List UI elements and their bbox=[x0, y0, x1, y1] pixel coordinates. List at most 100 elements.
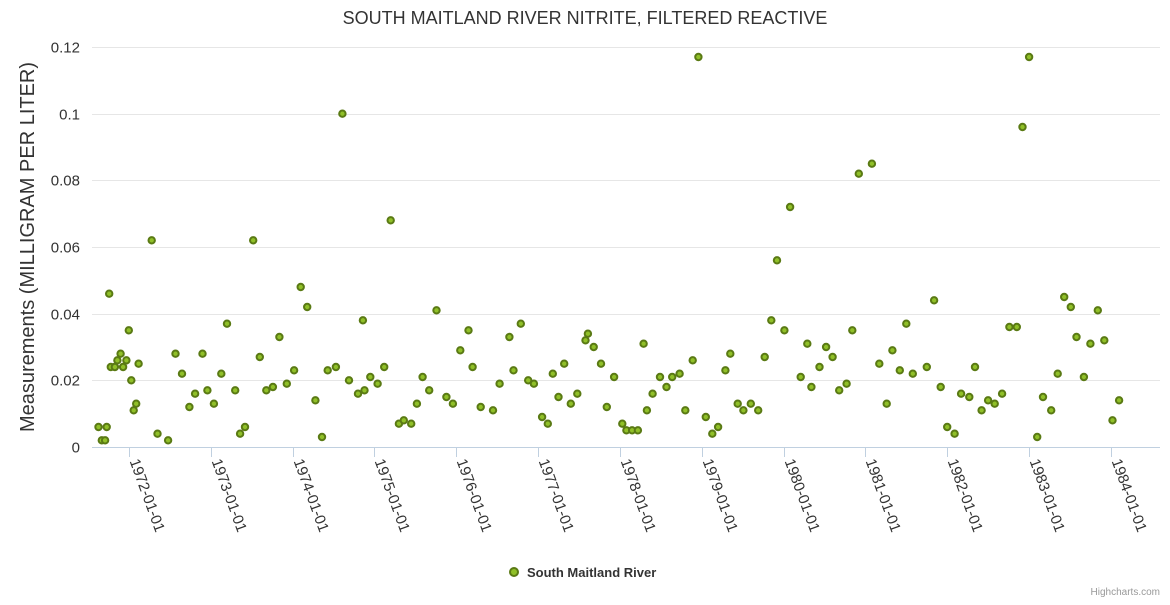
data-point[interactable] bbox=[432, 306, 441, 315]
data-point[interactable] bbox=[543, 419, 552, 428]
data-point[interactable] bbox=[185, 402, 194, 412]
data-point[interactable] bbox=[464, 326, 473, 335]
data-point[interactable] bbox=[275, 332, 284, 342]
data-point[interactable] bbox=[249, 236, 258, 245]
data-point[interactable] bbox=[796, 372, 805, 382]
data-point[interactable] bbox=[828, 352, 837, 362]
data-point[interactable] bbox=[323, 366, 332, 375]
data-point[interactable] bbox=[721, 366, 730, 375]
data-point[interactable] bbox=[908, 369, 917, 378]
data-point[interactable] bbox=[1086, 339, 1095, 348]
data-point[interactable] bbox=[1072, 332, 1081, 342]
data-point[interactable] bbox=[618, 419, 627, 428]
data-point[interactable] bbox=[124, 326, 134, 335]
data-point[interactable] bbox=[1100, 336, 1109, 345]
data-point[interactable] bbox=[902, 319, 911, 328]
data-point[interactable] bbox=[1038, 392, 1048, 402]
data-point[interactable] bbox=[888, 346, 897, 355]
data-point[interactable] bbox=[153, 429, 162, 438]
data-point[interactable] bbox=[675, 369, 684, 378]
data-point[interactable] bbox=[222, 319, 232, 328]
data-point[interactable] bbox=[255, 352, 264, 362]
data-point[interactable] bbox=[360, 386, 369, 395]
data-point[interactable] bbox=[733, 399, 742, 408]
data-point[interactable] bbox=[1047, 406, 1056, 415]
data-point[interactable] bbox=[380, 362, 389, 372]
data-point[interactable] bbox=[163, 436, 173, 445]
data-point[interactable] bbox=[338, 109, 347, 118]
data-point[interactable] bbox=[977, 406, 986, 415]
data-point[interactable] bbox=[516, 319, 525, 328]
data-point[interactable] bbox=[609, 372, 619, 382]
data-point[interactable] bbox=[113, 356, 122, 365]
data-point[interactable] bbox=[529, 379, 539, 388]
data-point[interactable] bbox=[821, 342, 831, 352]
data-point[interactable] bbox=[118, 362, 128, 372]
data-point[interactable] bbox=[560, 359, 569, 368]
data-point[interactable] bbox=[815, 362, 824, 372]
data-point[interactable] bbox=[1005, 322, 1014, 332]
data-point[interactable] bbox=[950, 429, 959, 438]
credits-link[interactable]: Highcharts.com bbox=[1091, 587, 1160, 598]
data-point[interactable] bbox=[882, 399, 891, 408]
data-point[interactable] bbox=[867, 159, 877, 168]
data-point[interactable] bbox=[235, 429, 245, 438]
data-point[interactable] bbox=[262, 386, 271, 395]
data-point[interactable] bbox=[1024, 52, 1034, 62]
data-point[interactable] bbox=[1093, 306, 1103, 315]
data-point[interactable] bbox=[842, 379, 851, 388]
data-point[interactable] bbox=[780, 326, 789, 335]
data-point[interactable] bbox=[407, 419, 416, 428]
data-point[interactable] bbox=[203, 386, 212, 395]
data-point[interactable] bbox=[177, 369, 187, 378]
data-point[interactable] bbox=[708, 429, 717, 438]
data-point[interactable] bbox=[648, 389, 657, 398]
data-point[interactable] bbox=[190, 389, 200, 398]
data-point[interactable] bbox=[282, 379, 291, 388]
data-point[interactable] bbox=[353, 389, 363, 398]
data-point[interactable] bbox=[746, 399, 755, 408]
data-point[interactable] bbox=[688, 356, 697, 365]
data-point[interactable] bbox=[418, 372, 427, 382]
data-point[interactable] bbox=[854, 169, 863, 178]
data-point[interactable] bbox=[311, 396, 320, 405]
data-point[interactable] bbox=[505, 332, 514, 342]
data-point[interactable] bbox=[681, 406, 690, 415]
data-point[interactable] bbox=[875, 359, 884, 368]
data-point[interactable] bbox=[289, 366, 299, 375]
data-point[interactable] bbox=[102, 422, 111, 432]
data-point[interactable] bbox=[602, 402, 611, 412]
data-point[interactable] bbox=[760, 352, 769, 362]
data-point[interactable] bbox=[554, 392, 563, 402]
data-point[interactable] bbox=[589, 342, 598, 352]
data-point[interactable] bbox=[767, 316, 776, 325]
data-point[interactable] bbox=[713, 422, 723, 432]
data-point[interactable] bbox=[596, 359, 606, 368]
data-point[interactable] bbox=[303, 302, 312, 312]
data-point[interactable] bbox=[668, 372, 677, 382]
data-point[interactable] bbox=[1079, 372, 1089, 382]
data-point[interactable] bbox=[110, 362, 120, 372]
data-point[interactable] bbox=[983, 396, 993, 405]
data-point[interactable] bbox=[754, 406, 763, 415]
data-point[interactable] bbox=[785, 202, 795, 212]
data-point[interactable] bbox=[835, 386, 844, 395]
data-point[interactable] bbox=[1066, 302, 1076, 312]
data-point[interactable] bbox=[386, 216, 395, 225]
data-point[interactable] bbox=[655, 372, 665, 382]
data-point[interactable] bbox=[366, 372, 375, 382]
data-point[interactable] bbox=[317, 432, 327, 442]
data-point[interactable] bbox=[217, 369, 226, 378]
data-point[interactable] bbox=[566, 399, 575, 408]
data-point[interactable] bbox=[965, 392, 974, 402]
data-point[interactable] bbox=[495, 379, 504, 388]
data-point[interactable] bbox=[807, 382, 816, 392]
data-point[interactable] bbox=[1012, 322, 1021, 332]
data-point[interactable] bbox=[331, 362, 341, 372]
data-point[interactable] bbox=[895, 366, 904, 375]
data-point[interactable] bbox=[127, 376, 136, 385]
data-point[interactable] bbox=[537, 412, 547, 422]
data-point[interactable] bbox=[373, 379, 382, 388]
data-point[interactable] bbox=[100, 436, 110, 445]
data-point[interactable] bbox=[1108, 416, 1117, 425]
